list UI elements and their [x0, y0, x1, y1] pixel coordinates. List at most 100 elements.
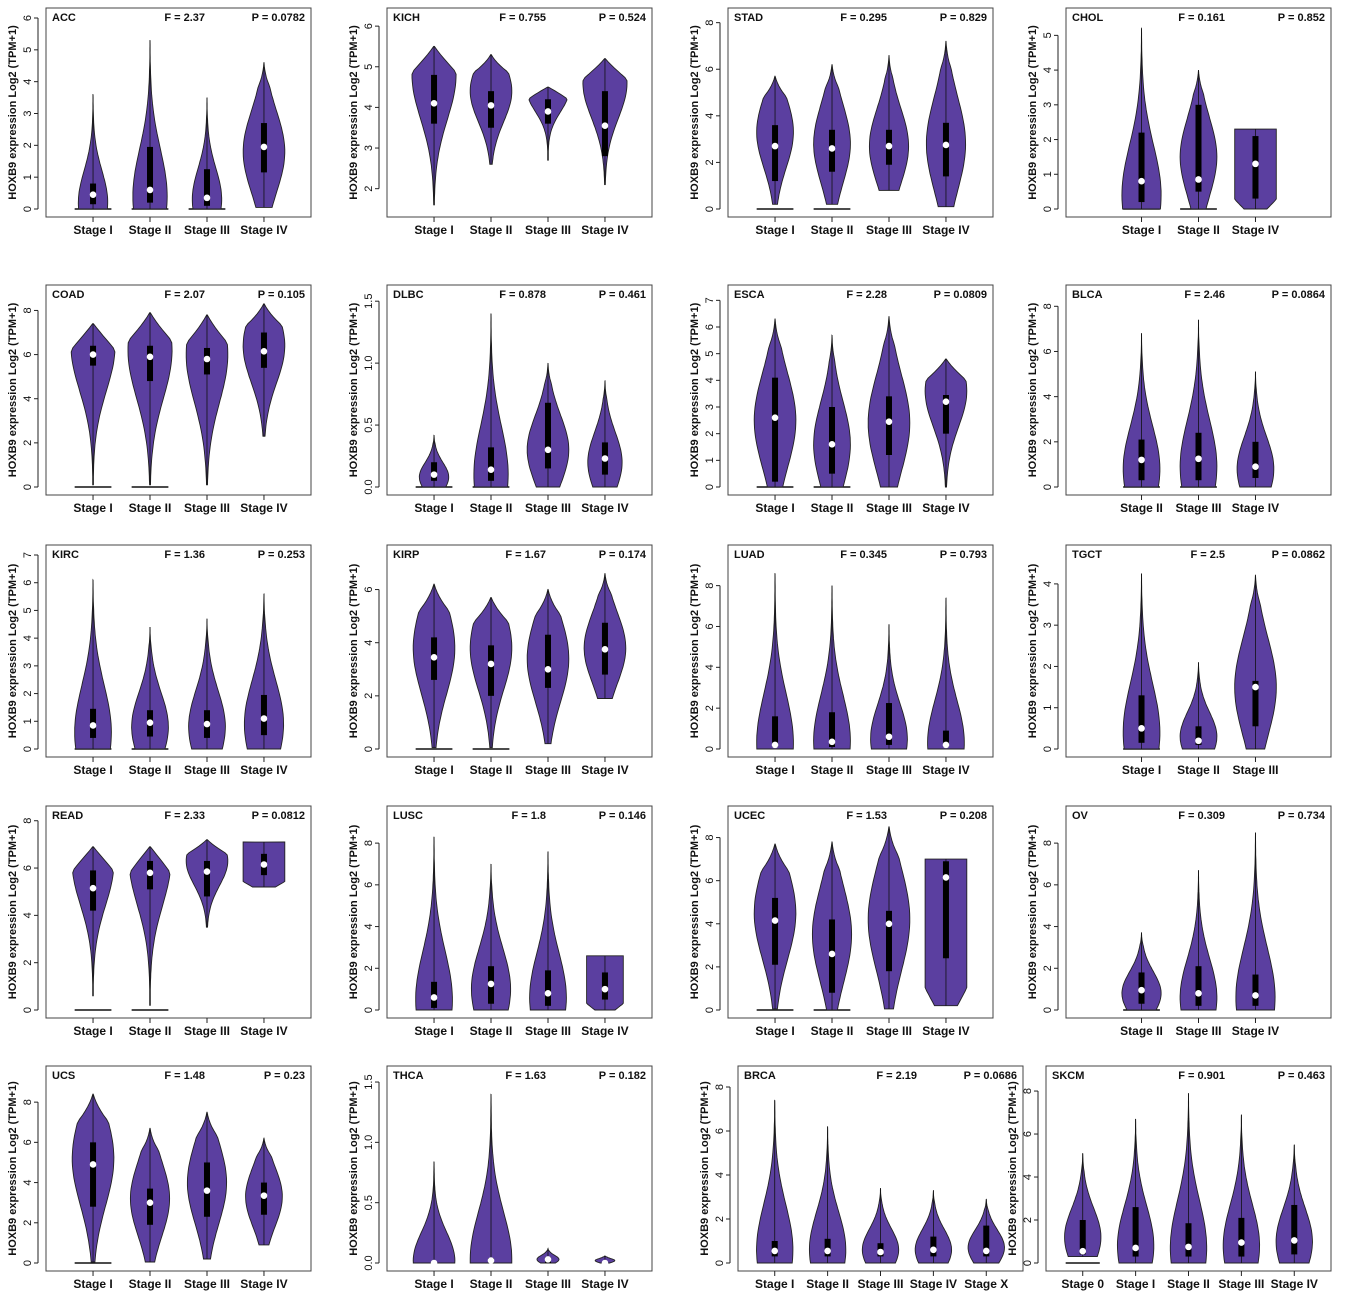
- x-tick-label: Stage II: [129, 763, 172, 777]
- iqr-box: [772, 897, 779, 965]
- violin-stage-iv: Stage IV: [1232, 128, 1279, 237]
- y-tick-label: 3: [22, 110, 34, 116]
- f-statistic: F = 2.5: [1190, 549, 1225, 561]
- y-tick-label: 0: [22, 206, 34, 212]
- y-tick-label: 4: [22, 912, 34, 918]
- x-tick-label: Stage II: [470, 763, 513, 777]
- x-tick-label: Stage IV: [240, 1277, 287, 1291]
- median-point: [146, 186, 154, 194]
- median-point: [1195, 990, 1202, 997]
- median-point: [771, 142, 779, 150]
- y-tick-label: 2: [22, 960, 34, 966]
- y-tick-label: 0: [1042, 206, 1054, 212]
- y-tick-label: 6: [22, 352, 34, 358]
- y-axis-label: HOXB9 expression Log2 (TPM+1): [7, 302, 19, 477]
- violin-stage-iv: Stage IV: [581, 58, 629, 237]
- median-point: [1290, 1237, 1298, 1244]
- violin-stage-i: Stage I: [753, 843, 797, 1038]
- median-point: [1138, 456, 1145, 464]
- violin-stage-iii: Stage III: [525, 362, 571, 515]
- violin-stage-iv: Stage IV: [1271, 1144, 1318, 1291]
- median-point: [1138, 177, 1145, 185]
- x-tick-label: Stage II: [811, 1024, 854, 1038]
- violin-stage-iii: Stage III: [1175, 319, 1222, 515]
- violin-stage-iii: Stage III: [184, 1111, 230, 1291]
- iqr-box: [829, 407, 836, 474]
- median-point: [942, 874, 950, 881]
- iqr-box: [1138, 695, 1145, 743]
- y-tick-label: 6: [704, 66, 716, 72]
- x-tick-label: Stage II: [470, 223, 513, 237]
- median-point: [930, 1246, 937, 1254]
- violin-stage-i: Stage I: [755, 572, 795, 777]
- x-tick-label: Stage III: [184, 1277, 230, 1291]
- median-point: [824, 1247, 831, 1255]
- x-tick-label: Stage II: [129, 1277, 172, 1291]
- x-tick-label: Stage X: [964, 1277, 1008, 1291]
- x-tick-label: Stage II: [1177, 763, 1220, 777]
- x-tick-label: Stage II: [811, 501, 854, 515]
- x-tick-label: Stage II: [129, 223, 172, 237]
- x-tick-label: Stage IV: [1271, 1277, 1318, 1291]
- median-point: [89, 884, 97, 892]
- iqr-box: [147, 345, 154, 382]
- violin-stage-i: Stage I: [70, 323, 116, 515]
- y-tick-label: 5: [704, 351, 716, 357]
- median-point: [885, 142, 893, 150]
- x-tick-label: Stage I: [414, 223, 453, 237]
- median-point: [601, 646, 609, 653]
- panel-title: DLBC: [393, 289, 424, 301]
- y-axis-label: HOXB9 expression Log2 (TPM+1): [1007, 1081, 1019, 1256]
- x-tick-label: Stage I: [755, 1024, 794, 1038]
- y-tick-label: 8: [704, 583, 716, 589]
- panel-title: ESCA: [734, 289, 765, 301]
- x-tick-label: Stage I: [414, 501, 453, 515]
- violin-stage-iv: Stage IV: [922, 858, 970, 1038]
- y-tick-label: 2: [704, 431, 716, 437]
- f-statistic: F = 1.53: [846, 810, 887, 822]
- x-tick-label: Stage I: [755, 763, 794, 777]
- y-tick-label: 6: [714, 1128, 726, 1134]
- iqr-box: [942, 395, 949, 434]
- median-point: [487, 980, 495, 988]
- median-point: [942, 141, 950, 149]
- y-tick-label: 4: [704, 377, 716, 383]
- median-point: [885, 920, 893, 928]
- y-tick-label: 4: [363, 640, 375, 646]
- median-point: [487, 102, 495, 109]
- y-tick-label: 8: [714, 1084, 726, 1090]
- panel-title: STAD: [734, 12, 763, 24]
- plot-frame: [45, 284, 312, 496]
- iqr-box: [942, 861, 949, 959]
- y-tick-label: 6: [1042, 882, 1054, 888]
- x-tick-label: Stage II: [470, 1277, 513, 1291]
- x-tick-label: Stage I: [73, 223, 112, 237]
- median-point: [601, 122, 609, 129]
- median-point: [430, 994, 438, 1001]
- x-tick-label: Stage IV: [1232, 501, 1279, 515]
- y-tick-label: 4: [704, 921, 716, 927]
- panel-title: COAD: [52, 289, 84, 301]
- violin-stage-iii: Stage III: [184, 314, 230, 515]
- f-statistic: F = 0.309: [1178, 810, 1225, 822]
- y-tick-label: 3: [22, 663, 34, 669]
- y-tick-label: 2: [22, 440, 34, 446]
- y-tick-label: 7: [22, 552, 34, 558]
- iqr-box: [1252, 136, 1259, 199]
- y-tick-label: 3: [1042, 102, 1054, 108]
- x-tick-label: Stage IV: [581, 1024, 628, 1038]
- p-value: P = 0.793: [940, 549, 987, 561]
- y-tick-label: 6: [22, 580, 34, 586]
- plot-frame: [727, 7, 994, 218]
- x-tick-label: Stage IV: [922, 763, 969, 777]
- x-tick-label: Stage II: [129, 501, 172, 515]
- plot-frame: [727, 805, 994, 1019]
- plot-frame: [386, 544, 653, 758]
- y-tick-label: 1.0: [363, 355, 375, 370]
